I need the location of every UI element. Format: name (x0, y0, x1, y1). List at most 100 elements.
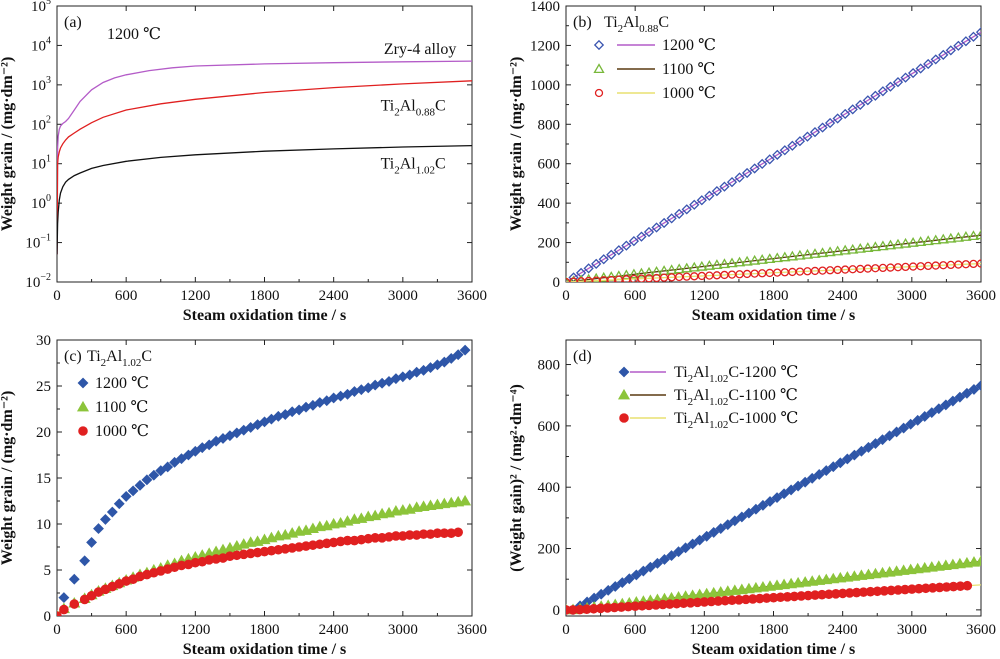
data-point (598, 254, 609, 265)
data-point (794, 136, 806, 147)
data-point (953, 40, 964, 51)
data-point (741, 167, 753, 179)
data-point (176, 453, 187, 465)
data-point (736, 511, 748, 523)
y-tick-label: 0 (553, 275, 561, 291)
y-tick-label: 1000 (530, 78, 560, 94)
data-point (855, 445, 867, 457)
x-axis-label: Steam oxidation time / s (692, 307, 856, 324)
data-point (827, 461, 839, 473)
data-point (452, 349, 464, 361)
data-point (726, 176, 738, 188)
data-point (898, 422, 910, 434)
data-point (715, 523, 727, 534)
panel-label: (d) (573, 348, 592, 365)
x-tick-label: 1800 (250, 288, 280, 304)
data-point (688, 261, 700, 272)
data-point (840, 108, 851, 120)
data-point (832, 113, 843, 124)
data-point (961, 387, 973, 399)
data-point (945, 45, 956, 56)
x-tick-label: 3600 (966, 622, 996, 638)
y-tick-label: 400 (538, 480, 561, 496)
data-point (839, 244, 851, 255)
data-point (870, 438, 881, 449)
plot-area (57, 344, 472, 616)
data-point (621, 240, 632, 251)
data-point (69, 599, 80, 609)
data-point (681, 262, 693, 273)
data-point (869, 241, 881, 252)
data-point (786, 250, 798, 261)
x-tick-label: 1800 (250, 622, 280, 638)
data-point (862, 95, 873, 106)
x-tick-label: 2400 (319, 622, 349, 638)
data-point (757, 499, 769, 511)
data-point (832, 245, 844, 256)
data-point (445, 352, 457, 364)
data-point (711, 259, 723, 269)
data-point (57, 611, 62, 616)
data-point (779, 251, 791, 262)
data-point (711, 186, 723, 197)
data-point (459, 344, 471, 356)
data-point (718, 258, 731, 269)
temperature-annotation: 1200 ℃ (107, 26, 161, 43)
data-point (680, 542, 692, 554)
y-tick-label: 1400 (530, 0, 560, 15)
data-point (771, 252, 783, 263)
legend-marker (618, 366, 630, 378)
y-tick-label: 100 (31, 193, 51, 212)
x-tick-label: 0 (562, 288, 570, 304)
data-point (794, 249, 806, 260)
data-point (696, 195, 707, 206)
fit-line-1 (566, 31, 981, 282)
data-point (806, 472, 818, 484)
legend-marker (76, 400, 90, 412)
data-point (569, 275, 578, 282)
data-point (616, 577, 628, 589)
y-tick-label: 800 (538, 358, 561, 374)
data-point (68, 573, 80, 585)
data-point (847, 104, 858, 115)
x-tick-label: 3600 (966, 288, 996, 304)
y-tick-label: 5 (44, 563, 52, 579)
data-point (606, 249, 617, 260)
x-tick-label: 3000 (897, 622, 927, 638)
data-point (785, 484, 797, 496)
x-tick-label: 1200 (180, 288, 210, 304)
data-point (907, 237, 919, 247)
data-point (975, 27, 981, 38)
data-point (847, 243, 859, 254)
x-tick-label: 600 (624, 622, 647, 638)
data-point (659, 554, 670, 565)
x-tick-label: 1800 (759, 288, 789, 304)
data-point (820, 465, 832, 477)
data-point (673, 546, 684, 558)
data-point (141, 474, 153, 486)
x-tick-label: 600 (115, 288, 138, 304)
data-point (687, 538, 699, 550)
data-point (658, 217, 670, 229)
data-point (155, 465, 167, 477)
data-point (704, 190, 715, 201)
legend-label: 1100 ℃ (662, 61, 715, 78)
data-point (976, 259, 981, 268)
data-point (899, 237, 912, 248)
data-point (877, 86, 889, 97)
legend-label: Ti2Al1.02C-1100 ℃ (674, 387, 798, 408)
series-line-2 (57, 80, 472, 255)
data-point (854, 242, 866, 253)
x-tick-label: 600 (624, 288, 647, 304)
data-point (602, 584, 614, 596)
data-point (968, 31, 979, 42)
data-point (841, 453, 853, 465)
data-point (779, 145, 790, 156)
data-point (892, 77, 904, 88)
data-point (113, 498, 125, 510)
data-point (674, 208, 685, 219)
y-tick-label: 800 (538, 117, 561, 133)
y-tick-label: 0 (553, 603, 561, 619)
y-axis-label: Weight grain / (mg·dm⁻²) (0, 391, 16, 566)
